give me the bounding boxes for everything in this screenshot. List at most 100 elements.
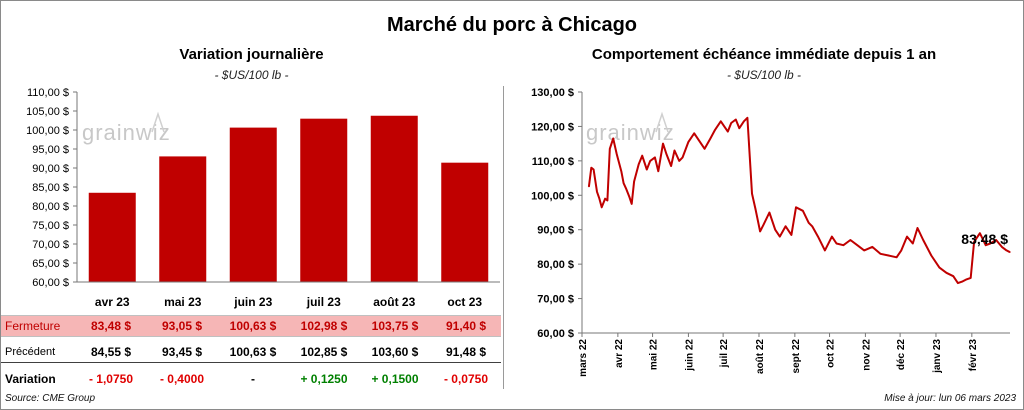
bar-y-tick-label: 100,00 $ [26, 125, 69, 137]
data-point [906, 236, 908, 238]
line-x-tick-label: août 22 [755, 339, 766, 374]
line-y-tick-label: 90,00 $ [537, 225, 574, 237]
line-x-tick-label: mai 22 [649, 339, 660, 371]
data-point [698, 139, 700, 141]
right-chart-title: Comportement échéance immédiate depuis 1… [591, 46, 937, 63]
data-point [900, 249, 902, 251]
data-point [979, 232, 981, 234]
data-point [714, 129, 716, 131]
line-x-tick-label: nov 22 [861, 339, 872, 371]
data-point [631, 203, 633, 205]
data-point [588, 186, 590, 188]
data-point [1009, 251, 1011, 253]
bar [159, 156, 207, 282]
data-point [754, 208, 757, 210]
bar-y-tick-label: 85,00 $ [32, 182, 69, 194]
bar-y-tick-label: 105,00 $ [26, 106, 69, 118]
data-point [746, 117, 749, 119]
data-point [657, 170, 659, 172]
data-point [709, 137, 711, 140]
data-point [879, 253, 882, 255]
previous-value: 103,60 $ [371, 344, 419, 359]
data-point [952, 275, 954, 277]
data-point [856, 244, 858, 246]
bar-x-tick-label: juil 23 [306, 295, 341, 309]
data-point [730, 122, 732, 124]
variation-value: - 1,0750 [88, 372, 134, 386]
variation-row: Variation - 1,0750 - 0,4000 - + 0,1250 +… [1, 368, 501, 390]
line-chart: grainwiz 60,00 $ 70,00 $ 80,00 $ 90,00 $ 100… [531, 87, 1011, 377]
data-point [871, 246, 873, 248]
data-point [596, 191, 598, 193]
data-point [623, 182, 625, 184]
line-x-tick-label: janv 23 [932, 339, 943, 374]
line-y-tick-label: 120,00 $ [531, 121, 574, 133]
data-point [592, 168, 595, 171]
last-value-label: 83,48 $ [961, 231, 1008, 247]
data-point [628, 196, 631, 198]
data-point [751, 192, 753, 195]
data-point [1001, 246, 1003, 248]
data-point [768, 211, 770, 214]
data-point [646, 168, 648, 171]
data-point [633, 180, 635, 183]
bar-x-tick-label: avr 23 [95, 295, 130, 309]
bar-y-tick-label: 110,00 $ [27, 87, 69, 99]
line-y-tick-label: 60,00 $ [537, 328, 574, 340]
bar-y-tick-label: 95,00 $ [32, 144, 69, 156]
bar-y-tick-label: 60,00 $ [32, 277, 69, 289]
line-x-axis: mars 22 avr 22 mai 22 juin 22 juil 22 août 22… [578, 332, 1010, 377]
data-point [678, 160, 680, 162]
data-point [727, 130, 729, 133]
data-point [779, 236, 781, 238]
line-x-tick-label: févr 23 [968, 339, 979, 372]
previous-value: 102,85 $ [300, 344, 348, 359]
main-title: Marché du porc à Chicago [386, 14, 638, 36]
bar-x-tick-label: mai 23 [164, 295, 202, 309]
line-x-tick-label: juin 22 [684, 339, 695, 372]
data-point [598, 198, 600, 200]
panel-divider [503, 86, 504, 389]
line-x-tick-label: sept 22 [791, 339, 802, 374]
variation-value: - 0,0750 [443, 372, 489, 386]
bar-x-tick-label: juin 23 [233, 295, 272, 309]
line-x-tick-label: avr 22 [614, 339, 625, 368]
variation-value: - 0,4000 [159, 372, 205, 386]
data-point [912, 242, 914, 245]
data-point [835, 242, 838, 245]
data-point [842, 244, 845, 246]
bar-chart: grainwiz 60,00 $ 65,00 $ 70,00 $ 75,00 $ 80,… [26, 87, 500, 309]
bar-series [88, 115, 489, 282]
grainwiz-watermark: grainwiz [586, 111, 675, 145]
variation-value: - [251, 372, 255, 386]
price-line [587, 116, 1011, 285]
data-point [784, 225, 787, 227]
data-point [625, 187, 627, 189]
bar-x-tick-label: oct 23 [447, 295, 482, 309]
data-point [612, 137, 614, 140]
bar [370, 115, 418, 282]
data-point [989, 242, 991, 245]
grainwiz-watermark: grainwiz [82, 111, 170, 145]
line-x-tick-label: déc 22 [896, 339, 907, 371]
previous-value: 91,48 $ [445, 344, 487, 359]
watermark-text: grainwiz [586, 120, 675, 145]
close-value: 93,05 $ [161, 319, 203, 333]
data-point [1005, 249, 1008, 251]
line-y-tick-label: 80,00 $ [537, 259, 574, 271]
data-point [649, 160, 651, 162]
data-point [601, 206, 603, 208]
update-note: Mise à jour: lun 06 mars 2023 [884, 393, 1016, 404]
data-point [662, 143, 664, 145]
data-point [887, 254, 890, 257]
bar-y-axis: 60,00 $ 65,00 $ 70,00 $ 75,00 $ 80,00 $ 85,00… [26, 87, 78, 289]
data-point [961, 280, 964, 282]
bar [88, 192, 136, 282]
line-y-tick-label: 100,00 $ [531, 190, 574, 202]
data-point [743, 120, 745, 122]
bar-y-tick-label: 90,00 $ [32, 163, 69, 175]
line-x-tick-label: mars 22 [578, 339, 589, 377]
data-point [638, 163, 640, 165]
bar-y-tick-label: 80,00 $ [32, 201, 69, 213]
close-value: 102,98 $ [300, 319, 348, 333]
